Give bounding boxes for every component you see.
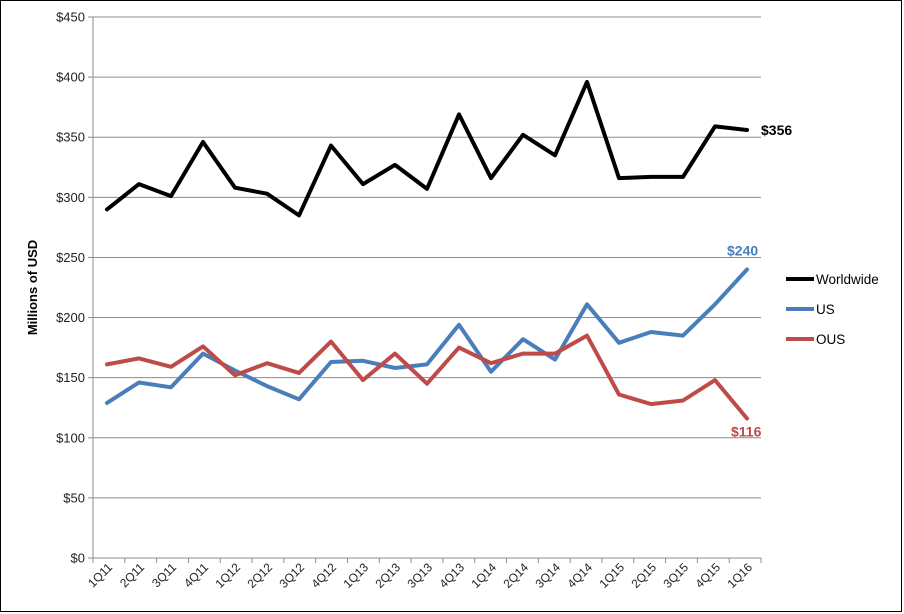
legend-label-ous: OUS [816,332,845,347]
x-tick-label: 3Q14 [532,560,563,591]
x-tick-label: 2Q14 [500,560,531,591]
x-tick-label: 4Q13 [436,560,467,591]
x-tick-label: 1Q14 [468,560,499,591]
x-tick-label: 1Q16 [724,560,755,591]
x-tick-label: 4Q12 [308,560,339,591]
x-tick-label: 3Q12 [276,560,307,591]
series-line [105,333,749,421]
x-tick-label: 3Q11 [149,560,179,590]
series-line [105,79,749,218]
y-tick-label: $150 [56,370,85,385]
x-tick-label: 1Q11 [85,560,115,590]
x-tick-label: 2Q11 [117,560,147,590]
y-axis-label: Millions of USD [25,240,40,335]
x-tick-label: 1Q12 [212,560,243,591]
y-tick-label: $300 [56,190,85,205]
x-tick-label: 2Q13 [372,560,403,591]
y-tick-label: $50 [63,490,85,505]
end-value-label: $116 [731,424,762,440]
y-tick-label: $100 [56,430,85,445]
legend-label-worldwide: Worldwide [816,272,879,287]
x-tick-label: 4Q11 [181,560,211,590]
x-tick-label: 3Q15 [660,560,691,591]
series-ous [105,333,749,421]
series-us [105,267,749,405]
y-tick-label: $350 [56,130,85,145]
end-value-label: $240 [727,242,758,258]
y-tick-label: $450 [56,10,85,25]
x-tick-label: 4Q14 [564,560,595,591]
legend-label-us: US [816,302,835,317]
y-tick-label: $200 [56,310,85,325]
x-tick-label: 1Q13 [340,560,371,591]
x-tick-label: 4Q15 [692,560,723,591]
series-worldwide [105,79,749,218]
y-tick-label: $400 [56,70,85,85]
x-tick-label: 2Q15 [628,560,659,591]
end-value-label: $356 [761,122,792,138]
x-tick-label: 2Q12 [244,560,275,591]
y-tick-label: $0 [71,551,85,566]
x-tick-label: 3Q13 [404,560,435,591]
legend: Worldwide US OUS [786,272,879,347]
y-tick-label: $250 [56,250,85,265]
x-tick-label: 1Q15 [596,560,627,591]
